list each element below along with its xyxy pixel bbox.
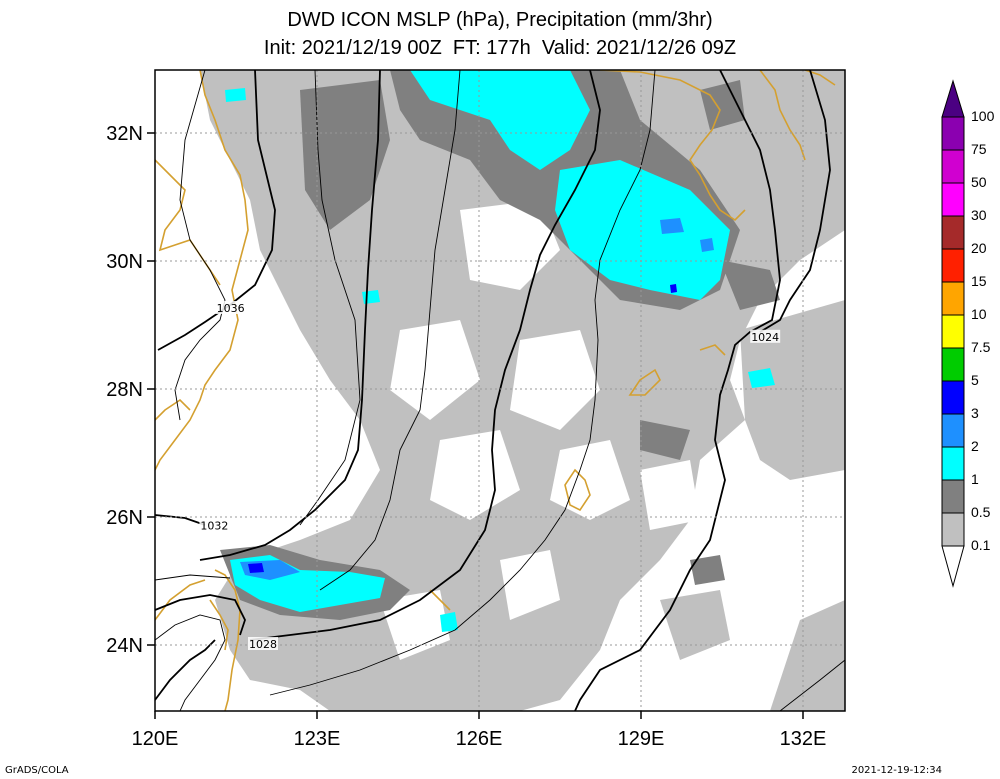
axis-ticks [147, 132, 804, 719]
lat-label: 32N [106, 123, 143, 145]
colorbar-swatch [941, 347, 965, 382]
isobar-label-bg [215, 301, 246, 314]
isobar-label: 1028 [249, 638, 277, 651]
heavy-precip-areas [225, 70, 775, 632]
colorbar-swatch [941, 512, 965, 547]
colorbar-label: 20 [971, 240, 987, 256]
map-subtitle: Init: 2021/12/19 00Z FT: 177h Valid: 202… [263, 37, 737, 59]
dry-gaps [380, 200, 700, 660]
extreme-precip-areas [248, 284, 677, 573]
colorbar-label: 0.5 [971, 504, 991, 520]
isobar-label: 1036 [217, 302, 245, 315]
latitude-labels: 32N 30N 28N 26N 24N [106, 123, 143, 657]
colorbar-label: 7.5 [971, 339, 991, 355]
isobar-label-bg [248, 637, 278, 650]
colorbar-label: 1 [971, 471, 979, 487]
isobar-label: 1032 [200, 520, 228, 533]
colorbar-swatch [941, 215, 965, 250]
colorbar-bottom-arrow [941, 545, 965, 588]
colorbar-swatch [941, 182, 965, 217]
lat-label: 26N [106, 507, 143, 529]
colorbar-swatch [941, 281, 965, 316]
footer-credit: GrADS/COLA [5, 765, 69, 776]
isobars [155, 70, 845, 711]
lon-label: 132E [780, 728, 827, 750]
lat-label: 24N [106, 635, 143, 657]
colorbar-top-arrow [941, 79, 965, 118]
colorbar-swatch [941, 314, 965, 349]
colorbar-label: 0.1 [971, 537, 991, 553]
isobar-label-bg [199, 518, 230, 532]
colorbar-label: 75 [971, 141, 987, 157]
colorbar-swatch [941, 116, 965, 151]
colorbar-legend: 100 75 50 30 20 15 10 7.5 5 3 2 1 0.5 0.1 [941, 79, 995, 588]
isobar-labels: 1036 1032 1028 1024 [199, 301, 781, 651]
colorbar-label: 15 [971, 273, 987, 289]
colorbar-label: 50 [971, 174, 987, 190]
colorbar-swatch [941, 380, 965, 415]
lat-label: 28N [106, 379, 143, 401]
lon-label: 123E [294, 728, 341, 750]
longitude-labels: 120E 123E 126E 129E 132E [132, 728, 827, 750]
colorbar-label: 3 [971, 405, 979, 421]
lon-label: 129E [618, 728, 665, 750]
colorbar-swatch [941, 479, 965, 514]
lat-label: 30N [106, 251, 143, 273]
colorbar-swatch [941, 413, 965, 448]
colorbar-swatch [941, 248, 965, 283]
map-title: DWD ICON MSLP (hPa), Precipitation (mm/3… [287, 9, 713, 31]
isobar-label: 1024 [751, 331, 779, 344]
colorbar-label: 100 [971, 108, 995, 124]
lon-label: 120E [132, 728, 179, 750]
footer-timestamp: 2021-12-19-12:34 [851, 765, 942, 776]
colorbar-label: 10 [971, 306, 987, 322]
colorbar-swatch [941, 446, 965, 481]
isobar-label-bg [750, 329, 781, 343]
colorbar-swatch [941, 149, 965, 184]
colorbar-label: 5 [971, 372, 979, 388]
map-frame [154, 69, 846, 712]
colorbar-label: 30 [971, 207, 987, 223]
colorbar-label: 2 [971, 438, 979, 454]
lon-label: 126E [456, 728, 503, 750]
